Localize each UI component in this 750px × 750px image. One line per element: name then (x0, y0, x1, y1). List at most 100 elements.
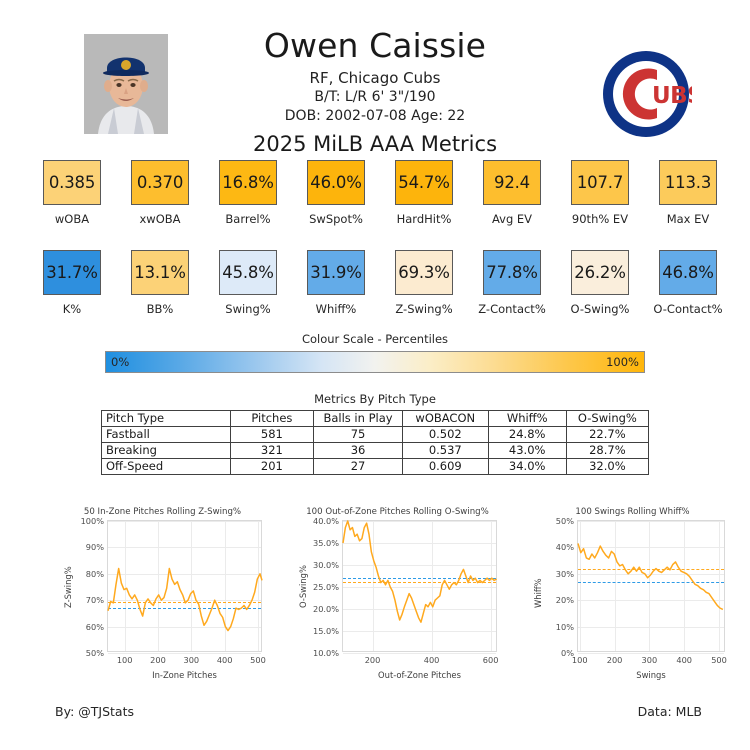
stat-cell-woba: 0.385 wOBA (28, 160, 116, 226)
stat-label: xwOBA (139, 212, 181, 226)
stat-value-box: 45.8% (219, 250, 277, 295)
y-axis-tick-label: 10.0% (312, 648, 339, 658)
gridline-horizontal (343, 609, 496, 610)
stat-cell-z-contact: 77.8% Z-Contact% (468, 250, 556, 316)
table-cell: 581 (229, 426, 315, 443)
stat-cell-z-swing: 69.3% Z-Swing% (380, 250, 468, 316)
stat-cell-o-contact: 46.8% O-Contact% (644, 250, 732, 316)
stat-cell-o-swing: 26.2% O-Swing% (556, 250, 644, 316)
gridline-horizontal (343, 587, 496, 588)
table-cell: 201 (229, 458, 315, 475)
table-cell: 22.7% (565, 426, 650, 443)
table-cell: 0.609 (401, 458, 489, 475)
y-axis-tick-label: 90% (85, 542, 104, 553)
gridline-horizontal (108, 573, 261, 575)
data-series-line (342, 520, 497, 623)
gridline-vertical (224, 521, 226, 651)
y-axis-label: O-Swing% (298, 565, 308, 608)
gridline-vertical (649, 521, 651, 651)
x-axis-tick-label: 200 (606, 655, 623, 665)
table-cell: 28.7% (565, 442, 650, 459)
y-axis-tick-label: 40.0% (312, 516, 339, 526)
table-cell: 75 (313, 426, 403, 443)
x-axis-tick-label: 200 (150, 655, 166, 665)
stat-label: SwSpot% (309, 212, 363, 226)
stat-label: HardHit% (396, 212, 452, 226)
y-axis-tick-label: 50% (555, 516, 574, 526)
gridline-vertical (258, 521, 259, 651)
gridline-horizontal (343, 631, 496, 632)
reference-line-player-average (343, 581, 496, 583)
stat-label: Max EV (666, 212, 710, 226)
x-axis-tick-label: 100 (116, 655, 133, 665)
x-axis-label: Swings (636, 670, 666, 680)
colour-scale-max-label: 100% (606, 355, 639, 369)
stat-label: Avg EV (491, 212, 533, 226)
x-axis-label: Out-of-Zone Pitches (378, 670, 461, 680)
gridline-horizontal (108, 653, 261, 654)
gridline-vertical (191, 521, 193, 651)
y-axis-label: Z-Swing% (63, 566, 73, 608)
y-axis-tick-label: 50% (85, 648, 104, 658)
stat-value-box: 69.3% (395, 250, 453, 295)
stat-cell-whiff: 31.9% Whiff% (292, 250, 380, 316)
y-axis-tick-label: 30.0% (312, 560, 339, 570)
colour-scale: Colour Scale - Percentiles 0% 100% (0, 332, 750, 373)
table-cell: Fastball (101, 426, 231, 443)
table-header-row: Pitch Type Pitches Balls in Play wOBACON Whi… (101, 410, 650, 427)
y-axis-label: Whiff% (533, 578, 543, 608)
chart-1: 50 In-Zone Pitches Rolling Z-Swing% 50% 60… (45, 500, 280, 690)
player-position-team: RF, Chicago Cubs (309, 69, 441, 87)
y-axis-tick-label: 100% (80, 516, 104, 526)
player-bats-throws: B/T: L/R 6' 3"/190 (314, 89, 436, 105)
x-axis-tick-label: 400 (676, 655, 693, 665)
gridline-vertical (614, 521, 616, 651)
gridline-vertical (124, 521, 126, 651)
stat-label: Z-Swing% (395, 302, 453, 316)
stat-cell-hardhit: 54.7% HardHit% (380, 160, 468, 226)
stat-value-box: 26.2% (571, 250, 629, 295)
stat-label: Z-Contact% (478, 302, 546, 316)
x-axis-tick-label: 400 (423, 655, 440, 665)
stat-label: O-Contact% (653, 302, 723, 316)
page-title: Owen Caissie (263, 26, 487, 65)
gridline-horizontal (108, 547, 261, 549)
table-cell: 32.0% (565, 458, 650, 475)
gridline-horizontal (343, 543, 496, 544)
y-axis-tick-label: 10% (555, 621, 574, 632)
season-metrics-title: 2025 MiLB AAA Metrics (252, 132, 498, 156)
stat-label: Barrel% (225, 212, 271, 226)
series-group (577, 543, 724, 611)
table-cell: Off-Speed (101, 458, 231, 475)
table-cell: 0.537 (401, 442, 489, 459)
gridline-horizontal (578, 521, 724, 522)
column-header: Balls in Play (313, 410, 403, 427)
stat-value-box: 113.3 (659, 160, 717, 205)
chart-title: 50 In-Zone Pitches Rolling Z-Swing% (83, 507, 242, 517)
data-source: Data: MLB (637, 704, 702, 719)
stat-value-box: 16.8% (219, 160, 277, 205)
stat-value-box: 92.4 (483, 160, 541, 205)
data-series-line (107, 567, 263, 632)
y-axis-tick-label: 40% (555, 542, 574, 553)
cubs-logo: UBS (600, 48, 704, 140)
stat-value-box: 0.385 (43, 160, 101, 205)
table-row: Fastball 581 75 0.502 24.8% 22.7% (101, 426, 650, 443)
reference-line-league-average (343, 578, 496, 580)
colour-scale-bar: 0% 100% (105, 351, 645, 373)
y-axis-tick-label: 60% (85, 621, 104, 632)
stat-label: O-Swing% (570, 302, 630, 316)
stat-value-box: 31.7% (43, 250, 101, 295)
data-series-line (577, 543, 724, 611)
stat-label: K% (62, 302, 82, 316)
table-cell: 27 (313, 458, 403, 475)
stat-label: Swing% (225, 302, 271, 316)
y-axis-tick-label: 30% (555, 568, 574, 579)
x-axis-tick-label: 300 (183, 655, 200, 665)
x-axis-label: In-Zone Pitches (152, 670, 217, 680)
gridline-vertical (719, 521, 721, 651)
stat-cell-swspot: 46.0% SwSpot% (292, 160, 380, 226)
stat-cell-swing: 45.8% Swing% (204, 250, 292, 316)
gridline-horizontal (343, 521, 496, 522)
